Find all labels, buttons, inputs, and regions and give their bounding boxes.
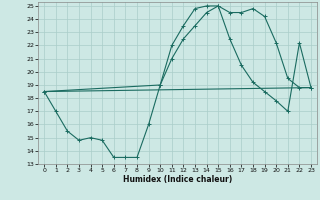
X-axis label: Humidex (Indice chaleur): Humidex (Indice chaleur) <box>123 175 232 184</box>
